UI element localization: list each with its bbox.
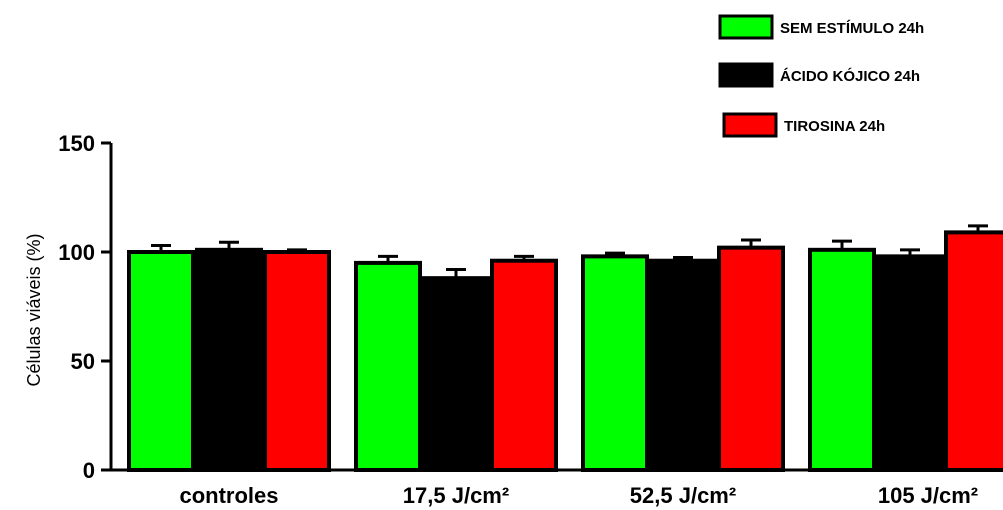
y-tick-label: 50 [71, 349, 95, 374]
bars [127, 224, 1003, 472]
y-tick-label: 100 [58, 240, 95, 265]
bar [263, 250, 331, 472]
x-tick-label: 105 J/cm² [878, 483, 978, 508]
bar [876, 254, 944, 472]
y-tick-label: 150 [58, 131, 95, 156]
legend-swatch [718, 62, 774, 88]
bar [195, 247, 263, 472]
legend-swatch [722, 112, 778, 138]
bar [581, 254, 649, 472]
x-tick-label: 52,5 J/cm² [630, 483, 736, 508]
x-tick-label: controles [179, 483, 278, 508]
bar [354, 260, 422, 472]
bar [490, 258, 558, 472]
x-tick-label: 17,5 J/cm² [403, 483, 509, 508]
legend-swatch [718, 14, 774, 40]
legend: SEM ESTÍMULO 24h ÁCIDO KÓJICO 24h TIROSINA… [718, 14, 924, 138]
y-tick-label: 0 [83, 458, 95, 483]
bar [944, 230, 1003, 472]
bar [717, 245, 785, 472]
bar [422, 276, 490, 472]
legend-label: ÁCIDO KÓJICO 24h [780, 67, 920, 85]
bar [649, 258, 717, 472]
legend-label: TIROSINA 24h [784, 118, 885, 135]
bar [127, 250, 195, 472]
y-axis-label: Células viáveis (%) [24, 233, 44, 386]
bar [808, 247, 876, 472]
legend-label: SEM ESTÍMULO 24h [780, 20, 924, 37]
